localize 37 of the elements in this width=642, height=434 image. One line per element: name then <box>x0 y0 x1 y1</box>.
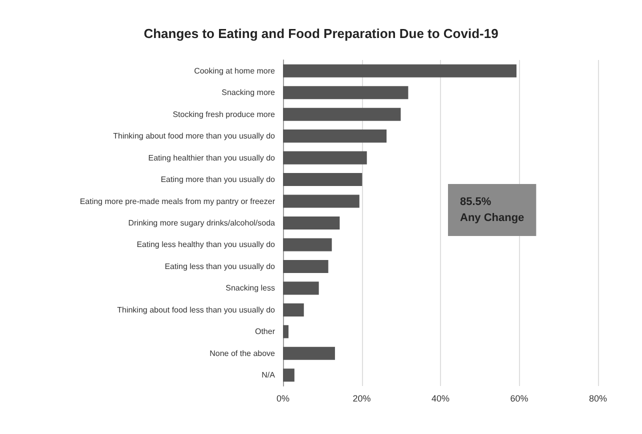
y-tick-label: Thinking about food more than you usually do <box>113 132 276 141</box>
y-tick-label: Cooking at home more <box>194 66 276 76</box>
bar <box>283 238 332 252</box>
y-tick-label: Other <box>254 327 276 336</box>
y-tick-label: Eating less than you usually do <box>164 262 276 271</box>
chart-title: Changes to Eating and Food Preparation Due to Covid-19 <box>144 26 498 41</box>
y-tick-label: Snacking less <box>226 284 275 293</box>
y-tick-label: Stocking fresh produce more <box>172 110 276 119</box>
y-tick-label: Eating more than you usually do <box>160 175 276 184</box>
x-tick-label: 80% <box>588 394 608 404</box>
y-tick-label: Eating less healthy than you usually do <box>136 240 276 250</box>
bar <box>283 260 328 273</box>
bar <box>283 108 401 121</box>
y-tick-label: N/A <box>262 370 276 380</box>
bar <box>283 368 294 382</box>
x-tick-label: 60% <box>510 394 528 404</box>
y-tick-label: Eating more pre-made meals from my pantry or freezer <box>80 196 276 206</box>
bar <box>283 151 367 164</box>
y-tick-label: Thinking about food less than you usually do <box>117 305 276 314</box>
x-tick-label: 0% <box>276 394 290 404</box>
y-tick-label: Eating healthier than you usually do <box>148 153 276 162</box>
y-tick-label: Drinking more sugary drinks/alcohol/soda <box>128 218 276 228</box>
bar <box>283 173 362 186</box>
bar <box>283 130 387 143</box>
x-tick-label: 40% <box>431 394 450 404</box>
y-tick-label: Snacking more <box>222 88 276 98</box>
bar <box>283 346 335 360</box>
bar <box>283 282 319 295</box>
bar <box>283 86 408 100</box>
y-tick-label: None of the above <box>210 348 276 358</box>
bar <box>283 216 340 230</box>
bar <box>283 64 516 78</box>
bar <box>283 325 289 338</box>
x-tick-label: 20% <box>352 394 371 404</box>
annotation: 85.5% Any Change <box>460 196 524 224</box>
bar <box>283 303 304 316</box>
bar <box>283 194 360 208</box>
